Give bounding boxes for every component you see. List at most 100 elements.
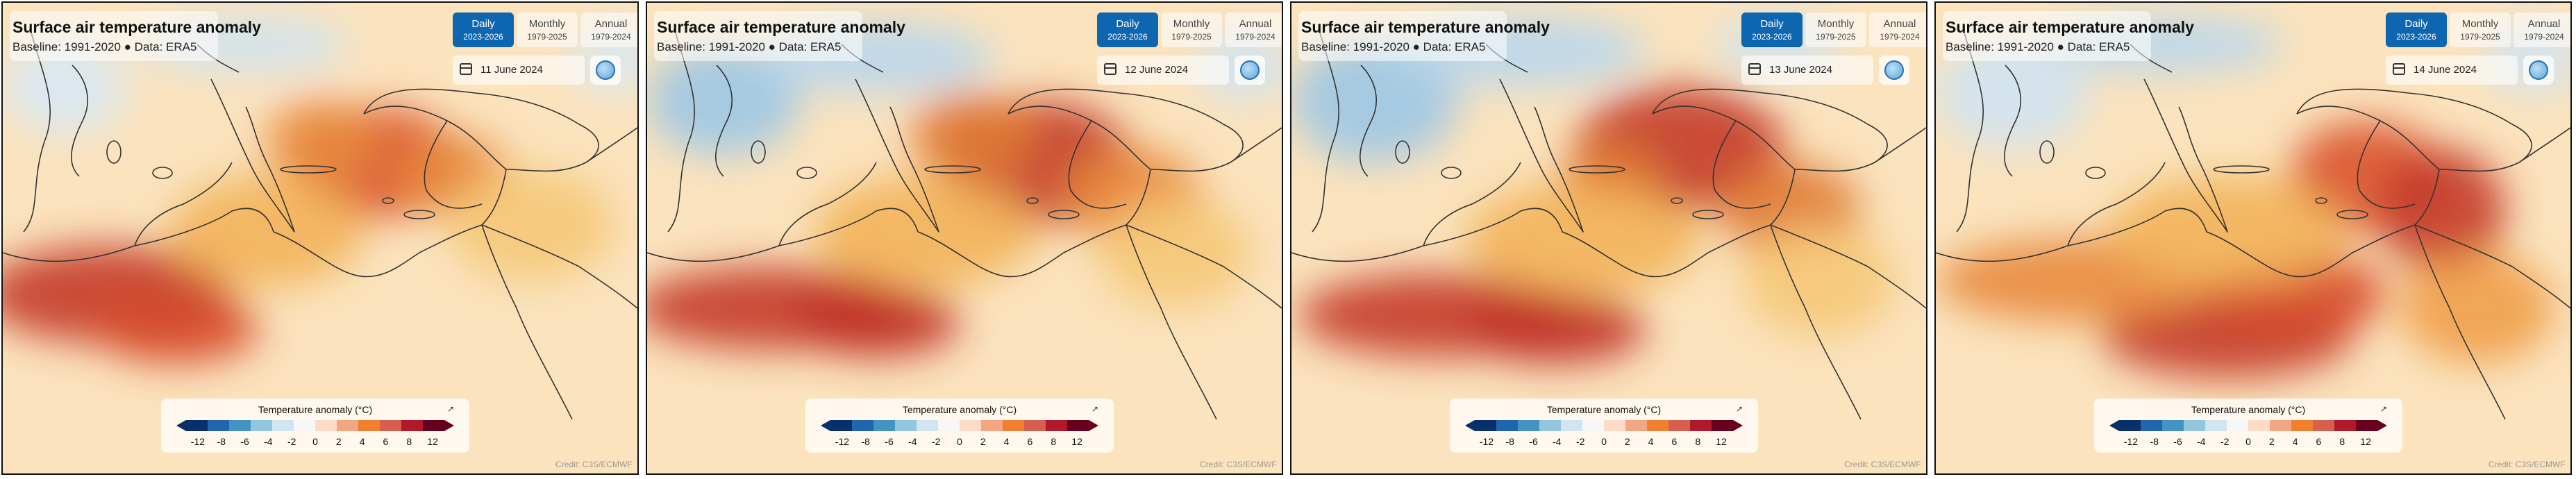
legend-arrow-high [1089,420,1098,431]
map-title: Surface air temperature anomaly [1946,18,2194,36]
credit: Credit: C3S/ECMWF [555,460,633,469]
legend-color-step [1518,420,1540,431]
tab-monthly[interactable]: Monthly 1979-2025 [1805,12,1866,47]
legend-title: Temperature anomaly (°C) [902,404,1017,415]
map-title: Surface air temperature anomaly [1301,18,1550,36]
anomaly-map[interactable] [647,3,1282,473]
date-picker[interactable]: 11 June 2024 [453,56,585,85]
legend-color-step [2162,420,2184,431]
legend-tick-label: -8 [217,436,226,447]
legend-color-step [380,420,402,431]
tab-range: 1979-2024 [591,32,631,42]
anomaly-region [647,44,800,156]
tab-daily[interactable]: Daily 2023-2026 [1097,12,1158,47]
tab-monthly[interactable]: Monthly 1979-2025 [2450,12,2511,47]
legend-tick-label: 0 [2245,436,2251,447]
legend-color-step [272,420,294,431]
tab-range: 2023-2026 [1107,32,1148,42]
legend-tick-label: 8 [1695,436,1701,447]
tab-daily[interactable]: Daily 2023-2026 [1741,12,1803,47]
legend-colorbar [176,420,454,431]
legend-tick-label: -8 [1505,436,1514,447]
tab-range: 1979-2025 [1816,32,1856,42]
legend-tick-label: 12 [427,436,438,447]
legend-tick-label: -12 [2123,436,2139,447]
legend-color-step [186,420,208,431]
globe-icon [1884,60,1904,80]
globe-icon [596,60,615,80]
legend-color-step [251,420,273,431]
anomaly-region [267,100,378,183]
legend-color-step [358,420,380,431]
tab-monthly[interactable]: Monthly 1979-2025 [1161,12,1222,47]
tab-daily[interactable]: Daily 2023-2026 [2386,12,2447,47]
title-box [1298,11,1507,61]
map-panel-3: Surface air temperature anomaly Baseline… [1290,1,1927,475]
date-picker[interactable]: 14 June 2024 [2386,56,2518,85]
legend-tick-label: 2 [335,436,342,447]
calendar-icon [1748,63,1761,75]
calendar-icon [460,63,472,75]
globe-button[interactable] [590,56,621,85]
legend-color-step [315,420,337,431]
anomaly-region [1743,225,1896,336]
period-tabs: Daily 2023-2026 Monthly 1979-2025 Annual… [1741,12,1926,47]
legend-tick-label: -8 [2150,436,2159,447]
globe-button[interactable] [2523,56,2554,85]
legend-color-step [917,420,939,431]
legend-tick-label: 6 [2316,436,2322,447]
legend-color-step [2119,420,2141,431]
legend-color-step [1496,420,1519,431]
legend-title: Temperature anomaly (°C) [258,404,373,415]
tab-annual[interactable]: Annual 1979-2024 [2514,12,2570,47]
legend-color-step [1582,420,1605,431]
tab-label: Daily [2404,18,2428,30]
resize-icon[interactable]: ↗ [447,404,455,414]
tab-annual[interactable]: Annual 1979-2024 [1869,12,1926,47]
tab-label: Monthly [528,18,566,30]
tab-daily[interactable]: Daily 2023-2026 [453,12,514,47]
period-tabs: Daily 2023-2026 Monthly 1979-2025 Annual… [2386,12,2570,47]
tab-label: Daily [1760,18,1784,30]
globe-button[interactable] [1235,56,1265,85]
map-subtitle: Baseline: 1991-2020 ● Data: ERA5 [1301,40,1486,53]
legend-tick-label: -12 [835,436,850,447]
date-picker[interactable]: 12 June 2024 [1097,56,1229,85]
legend-arrow-low [2109,420,2119,431]
resize-icon[interactable]: ↗ [1736,404,1743,414]
credit: Credit: C3S/ECMWF [1200,460,1277,469]
tab-annual[interactable]: Annual 1979-2024 [1225,12,1282,47]
legend-color-step [2205,420,2227,431]
legend-color-step [873,420,896,431]
tab-label: Monthly [1173,18,1210,30]
globe-button[interactable] [1879,56,1909,85]
legend-tick-label: 6 [1027,436,1033,447]
legend-tick-label: 8 [2339,436,2345,447]
tab-annual[interactable]: Annual 1979-2024 [580,12,637,47]
legend-colorbar [821,420,1098,431]
tab-label: Daily [1116,18,1139,30]
tab-label: Monthly [1817,18,1855,30]
resize-icon[interactable]: ↗ [2380,404,2388,414]
legend-tick-label: -6 [240,436,249,447]
date-picker[interactable]: 13 June 2024 [1741,56,1873,85]
legend-colorbar [1465,420,1743,431]
legend-color-step [2141,420,2163,431]
anomaly-region [1465,183,1701,294]
tab-label: Monthly [2461,18,2499,30]
legend-tick-label: 4 [2292,436,2298,447]
tab-monthly[interactable]: Monthly 1979-2025 [517,12,578,47]
legend-color-step [2313,420,2335,431]
legend-tick-label: 2 [980,436,986,447]
legend-arrow-low [821,420,830,431]
legend-tick-label: 12 [1071,436,1082,447]
legend-tick-label: 12 [2360,436,2371,447]
resize-icon[interactable]: ↗ [1092,404,1099,414]
legend-color-step [401,420,424,431]
legend-tick-label: 8 [1051,436,1057,447]
map-panel-2: Surface air temperature anomaly Baseline… [646,1,1283,475]
legend-arrow-low [176,420,186,431]
anomaly-region [2380,149,2505,274]
legend-color-step [2270,420,2292,431]
legend-tick-label: 0 [312,436,318,447]
